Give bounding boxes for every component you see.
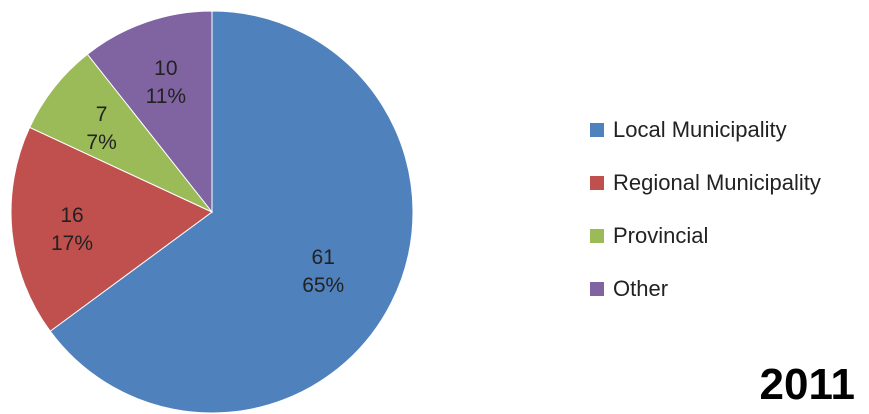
legend-label: Other — [613, 276, 669, 301]
pie-chart: 61 65% 16 17% 7 7% 10 11% — [10, 10, 414, 414]
legend-item-local-municipality: Local Municipality — [590, 117, 821, 143]
legend-label: Provincial — [613, 223, 709, 248]
legend-item-other: Other — [590, 276, 821, 302]
data-label-value-regional-municipality: 16 — [60, 204, 83, 227]
legend-swatch — [590, 229, 604, 243]
legend-swatch — [590, 123, 604, 137]
year-label: 2011 — [759, 360, 855, 409]
data-label-percent-local-municipality: 65% — [302, 274, 344, 297]
pie-slice-regional-municipality — [10, 126, 213, 332]
legend-item-regional-municipality: Regional Municipality — [590, 170, 821, 196]
legend-item-provincial: Provincial — [590, 223, 821, 249]
data-label-value-local-municipality: 61 — [312, 246, 335, 269]
data-label-percent-other: 11% — [146, 85, 186, 108]
data-label-percent-provincial: 7% — [86, 131, 116, 154]
pie-slice-other — [86, 10, 213, 214]
legend-label: Local Municipality — [613, 117, 787, 142]
data-label-value-other: 10 — [154, 57, 177, 80]
data-label-percent-regional-municipality: 17% — [51, 232, 93, 255]
legend-swatch — [590, 282, 604, 296]
legend-label: Regional Municipality — [613, 170, 821, 195]
chart-legend: Local Municipality Regional Municipality P… — [590, 117, 821, 329]
legend-swatch — [590, 176, 604, 190]
data-label-value-provincial: 7 — [96, 103, 108, 126]
pie-slice-local-municipality — [49, 10, 414, 414]
